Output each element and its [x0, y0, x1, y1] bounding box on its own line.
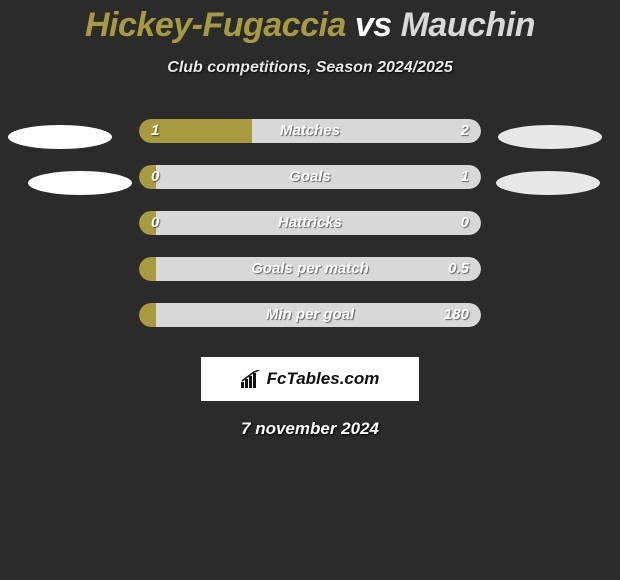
bar-segment-left	[139, 257, 156, 281]
stat-value-left: 1	[151, 119, 159, 143]
stat-row: 00Hattricks	[0, 211, 620, 257]
bar-segment-right	[156, 165, 481, 189]
player2-name: Mauchin	[401, 6, 535, 44]
brand-chart-icon	[241, 370, 261, 388]
vs-label: vs	[355, 6, 392, 44]
brand-badge: FcTables.com	[201, 357, 419, 401]
stat-value-right: 0	[461, 211, 469, 235]
bar-segment-right	[156, 211, 481, 235]
player1-name: Hickey-Fugaccia	[85, 6, 346, 44]
stat-value-left: 0	[151, 211, 159, 235]
date-label: 7 november 2024	[0, 419, 620, 439]
stat-bar: 01Goals	[139, 165, 481, 189]
subtitle: Club competitions, Season 2024/2025	[0, 59, 620, 77]
team-badge-right	[496, 171, 600, 195]
bar-segment-right	[156, 257, 481, 281]
stat-row: 180Min per goal	[0, 303, 620, 349]
stat-value-right: 180	[444, 303, 469, 327]
page-title: Hickey-Fugaccia vs Mauchin	[0, 0, 620, 45]
bar-segment-right	[252, 119, 481, 143]
team-badge-left	[8, 125, 112, 149]
stat-value-right: 0.5	[448, 257, 469, 281]
stat-row: 01Goals	[0, 165, 620, 211]
stat-value-left: 0	[151, 165, 159, 189]
team-badge-left	[28, 171, 132, 195]
bar-segment-right	[156, 303, 481, 327]
stat-bar: 00Hattricks	[139, 211, 481, 235]
stat-value-right: 2	[461, 119, 469, 143]
stat-value-right: 1	[461, 165, 469, 189]
stat-bar: 12Matches	[139, 119, 481, 143]
comparison-chart: 12Matches01Goals00Hattricks0.5Goals per …	[0, 119, 620, 349]
brand-text: FcTables.com	[267, 369, 380, 389]
team-badge-right	[498, 125, 602, 149]
stat-row: 0.5Goals per match	[0, 257, 620, 303]
stat-bar: 180Min per goal	[139, 303, 481, 327]
stat-bar: 0.5Goals per match	[139, 257, 481, 281]
stat-row: 12Matches	[0, 119, 620, 165]
bar-segment-left	[139, 303, 156, 327]
